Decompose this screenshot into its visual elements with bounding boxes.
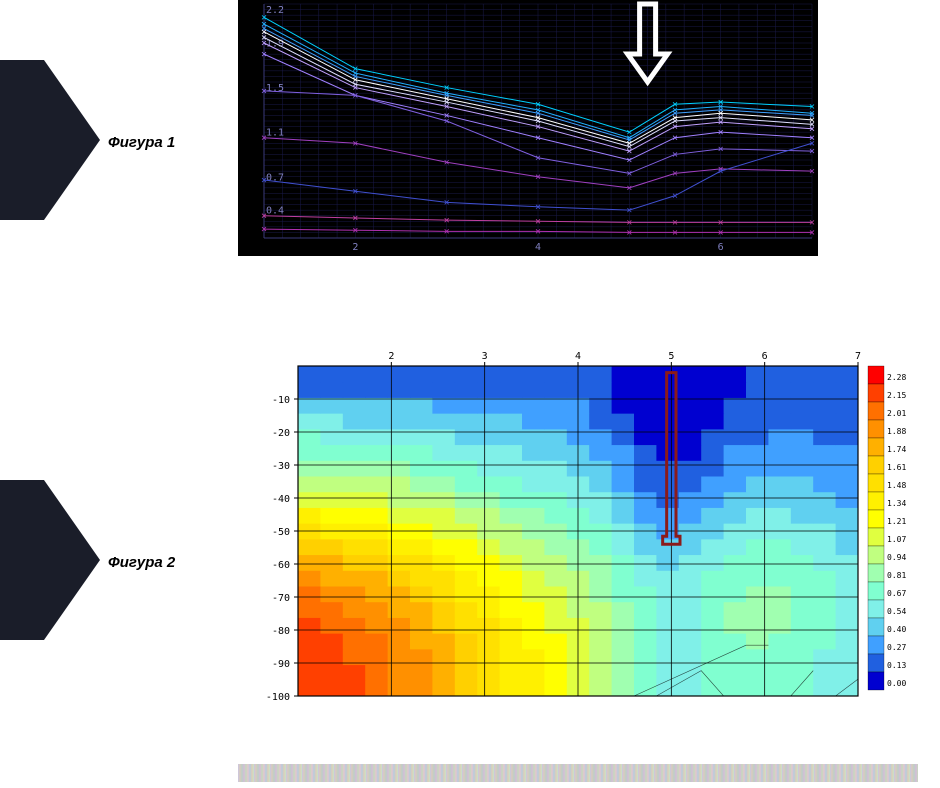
svg-text:2.2: 2.2 [266, 5, 284, 16]
svg-text:1.61: 1.61 [887, 463, 906, 472]
svg-text:1.34: 1.34 [887, 499, 906, 508]
contour-heatmap: 2 3 4 5 6 7 -10 -20 -30 -40 -50 -60 -70 -80 -90 -100 2.2… [258, 346, 938, 716]
decorative-noise-strip [238, 764, 918, 782]
svg-text:0.81: 0.81 [887, 571, 906, 580]
svg-text:7: 7 [855, 351, 861, 362]
svg-text:0.94: 0.94 [887, 553, 906, 562]
svg-text:1.1: 1.1 [266, 128, 284, 139]
svg-text:1.07: 1.07 [887, 535, 906, 544]
svg-text:4: 4 [575, 351, 581, 362]
svg-text:1.5: 1.5 [266, 83, 284, 94]
line-chart: 0.40.71.11.51.92.2246 [238, 0, 818, 256]
svg-text:5: 5 [668, 351, 674, 362]
figure2-label: Фигура 2 [108, 554, 175, 571]
svg-text:-90: -90 [272, 659, 290, 670]
svg-text:-80: -80 [272, 626, 290, 637]
svg-text:-10: -10 [272, 395, 290, 406]
svg-text:-40: -40 [272, 494, 290, 505]
label-pointer-shape-1 [0, 60, 100, 220]
svg-text:6: 6 [762, 351, 768, 362]
svg-text:2: 2 [352, 242, 358, 253]
svg-text:1.88: 1.88 [887, 427, 906, 436]
svg-text:1.74: 1.74 [887, 445, 906, 454]
svg-text:1.21: 1.21 [887, 517, 906, 526]
svg-text:0.67: 0.67 [887, 589, 906, 598]
svg-text:0.00: 0.00 [887, 679, 906, 688]
figure1-label: Фигура 1 [108, 134, 175, 151]
svg-text:1.48: 1.48 [887, 481, 906, 490]
label-pointer-shape-2 [0, 480, 100, 640]
svg-text:2.15: 2.15 [887, 391, 906, 400]
svg-text:2.28: 2.28 [887, 373, 906, 382]
svg-text:4: 4 [535, 242, 541, 253]
svg-text:-20: -20 [272, 428, 290, 439]
svg-text:0.4: 0.4 [266, 206, 284, 217]
svg-text:0.54: 0.54 [887, 607, 906, 616]
svg-text:0.27: 0.27 [887, 643, 906, 652]
svg-text:-70: -70 [272, 593, 290, 604]
svg-text:3: 3 [482, 351, 488, 362]
svg-text:6: 6 [718, 242, 724, 253]
svg-text:-50: -50 [272, 527, 290, 538]
svg-text:2: 2 [388, 351, 394, 362]
svg-text:2.01: 2.01 [887, 409, 906, 418]
svg-text:-100: -100 [266, 692, 290, 703]
svg-text:0.40: 0.40 [887, 625, 906, 634]
svg-text:-30: -30 [272, 461, 290, 472]
svg-text:-60: -60 [272, 560, 290, 571]
svg-text:0.13: 0.13 [887, 661, 906, 670]
